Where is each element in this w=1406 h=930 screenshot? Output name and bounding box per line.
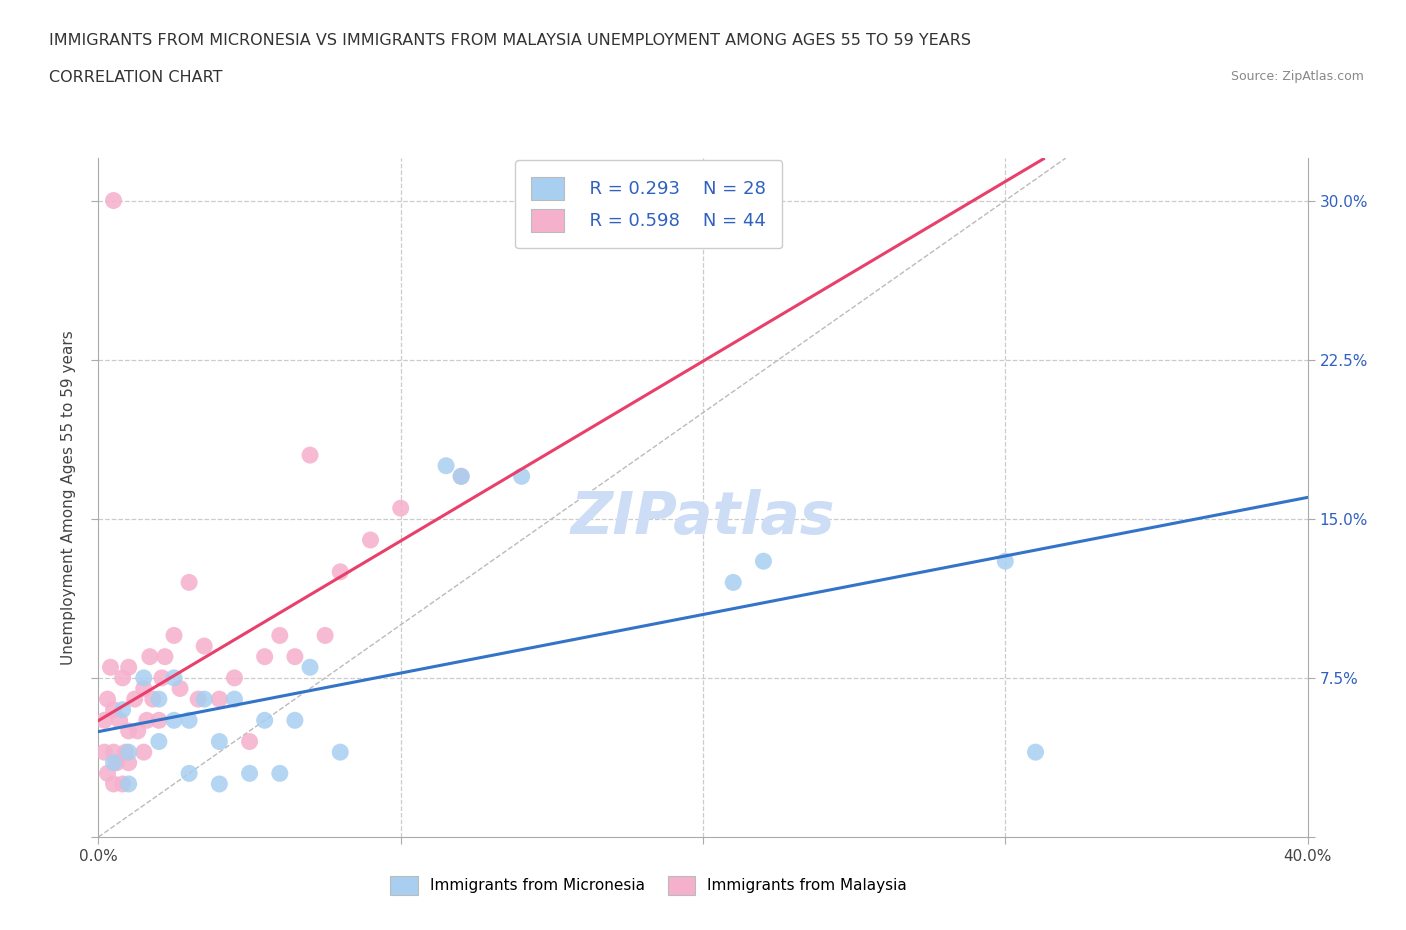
Point	[1024, 745, 1046, 760]
Point	[284, 649, 307, 664]
Point	[224, 692, 246, 707]
Point	[434, 458, 457, 473]
Point	[96, 692, 118, 707]
Point	[510, 469, 533, 484]
Point	[132, 745, 155, 760]
Text: ZIPatlas: ZIPatlas	[571, 489, 835, 547]
Point	[723, 575, 745, 590]
Y-axis label: Unemployment Among Ages 55 to 59 years: Unemployment Among Ages 55 to 59 years	[60, 330, 76, 665]
Point	[118, 777, 141, 791]
Point	[450, 469, 472, 484]
Point	[111, 702, 134, 717]
Point	[299, 660, 322, 675]
Point	[752, 553, 775, 568]
Text: IMMIGRANTS FROM MICRONESIA VS IMMIGRANTS FROM MALAYSIA UNEMPLOYMENT AMONG AGES 5: IMMIGRANTS FROM MICRONESIA VS IMMIGRANTS…	[49, 33, 972, 47]
Point	[239, 766, 262, 781]
Point	[118, 660, 141, 675]
Text: CORRELATION CHART: CORRELATION CHART	[49, 70, 222, 85]
Point	[118, 745, 141, 760]
Point	[148, 692, 170, 707]
Point	[253, 713, 276, 728]
Point	[103, 777, 125, 791]
Point	[153, 649, 176, 664]
Point	[135, 713, 157, 728]
Point	[142, 692, 165, 707]
Point	[118, 755, 141, 770]
Point	[108, 713, 131, 728]
Point	[93, 713, 115, 728]
Point	[118, 724, 141, 738]
Point	[269, 628, 291, 643]
Point	[103, 755, 125, 770]
Point	[179, 713, 201, 728]
Text: Source: ZipAtlas.com: Source: ZipAtlas.com	[1230, 70, 1364, 83]
Point	[329, 745, 352, 760]
Point	[105, 755, 128, 770]
Point	[96, 766, 118, 781]
Point	[208, 692, 231, 707]
Point	[269, 766, 291, 781]
Point	[114, 745, 136, 760]
Point	[169, 681, 191, 696]
Point	[224, 671, 246, 685]
Point	[314, 628, 336, 643]
Point	[163, 713, 186, 728]
Point	[179, 575, 201, 590]
Point	[994, 553, 1017, 568]
Point	[193, 692, 215, 707]
Point	[208, 777, 231, 791]
Point	[179, 766, 201, 781]
Point	[450, 469, 472, 484]
Point	[148, 713, 170, 728]
Point	[389, 500, 412, 515]
Point	[163, 671, 186, 685]
Point	[253, 649, 276, 664]
Point	[100, 660, 122, 675]
Point	[163, 628, 186, 643]
Point	[132, 681, 155, 696]
Point	[111, 671, 134, 685]
Point	[124, 692, 146, 707]
Point	[103, 702, 125, 717]
Point	[148, 734, 170, 749]
Point	[187, 692, 209, 707]
Point	[103, 745, 125, 760]
Point	[127, 724, 149, 738]
Point	[93, 745, 115, 760]
Point	[360, 533, 382, 548]
Point	[132, 671, 155, 685]
Point	[111, 777, 134, 791]
Point	[284, 713, 307, 728]
Point	[239, 734, 262, 749]
Legend: Immigrants from Micronesia, Immigrants from Malaysia: Immigrants from Micronesia, Immigrants f…	[378, 863, 920, 908]
Point	[208, 734, 231, 749]
Point	[103, 193, 125, 208]
Point	[193, 639, 215, 654]
Point	[139, 649, 162, 664]
Point	[329, 565, 352, 579]
Point	[150, 671, 173, 685]
Point	[299, 447, 322, 462]
